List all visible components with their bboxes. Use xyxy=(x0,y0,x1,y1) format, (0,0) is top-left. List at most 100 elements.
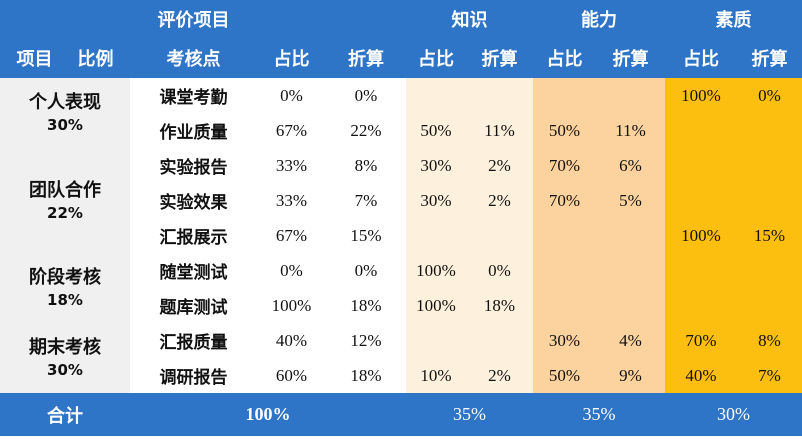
general-conversion: 0% xyxy=(326,253,406,288)
general-share: 0% xyxy=(257,253,326,288)
knowledge-share: 100% xyxy=(406,253,466,288)
knowledge-conversion xyxy=(466,218,533,253)
knowledge-conversion: 2% xyxy=(466,358,533,393)
table-row: 个人表现 30% 课堂考勤 0% 0% 100% 0% xyxy=(0,78,802,148)
ability-share xyxy=(533,218,596,253)
quality-share xyxy=(665,253,737,288)
project-percent: 30% xyxy=(47,361,83,379)
assessment-point: 实验报告 xyxy=(130,148,257,183)
general-share: 67% xyxy=(257,113,326,148)
knowledge-conversion: 0% xyxy=(466,253,533,288)
total-quality: 30% xyxy=(665,393,802,436)
knowledge-conversion: 2% xyxy=(466,183,533,218)
quality-share xyxy=(665,288,737,323)
knowledge-share: 100% xyxy=(406,288,466,323)
ability-conversion: 6% xyxy=(596,148,665,183)
header-knowledge-share: 占比 xyxy=(406,38,466,78)
quality-conversion xyxy=(737,288,802,323)
quality-share: 100% xyxy=(665,218,737,253)
knowledge-share xyxy=(406,218,466,253)
header-knowledge-conversion: 折算 xyxy=(466,38,533,78)
ability-share xyxy=(533,78,596,113)
header-general-share: 占比 xyxy=(257,38,326,78)
project-cell: 期末考核 30% xyxy=(0,323,130,393)
quality-share: 70% xyxy=(665,323,737,358)
table-row: 实验效果 33% 7% 30% 2% 70% 5% xyxy=(0,183,802,218)
table-row: 题库测试 100% 18% 100% 18% xyxy=(0,288,802,323)
ability-share: 70% xyxy=(533,183,596,218)
quality-conversion xyxy=(737,113,802,148)
ability-conversion xyxy=(596,218,665,253)
total-knowledge: 35% xyxy=(406,393,533,436)
header-general-conversion: 折算 xyxy=(326,38,406,78)
ability-conversion xyxy=(596,288,665,323)
knowledge-conversion: 2% xyxy=(466,148,533,183)
project-percent: 22% xyxy=(47,203,83,222)
assessment-point: 汇报质量 xyxy=(130,323,257,358)
general-share: 100% xyxy=(257,288,326,323)
general-share: 33% xyxy=(257,183,326,218)
knowledge-share xyxy=(406,323,466,358)
general-share: 67% xyxy=(257,218,326,253)
total-ability: 35% xyxy=(533,393,665,436)
table-row: 阶段考核 18% 随堂测试 0% 0% 100% 0% xyxy=(0,253,802,323)
general-conversion: 22% xyxy=(326,113,406,148)
general-conversion: 0% xyxy=(326,78,406,113)
knowledge-share: 30% xyxy=(406,148,466,183)
project-name: 团队合作 xyxy=(29,179,101,201)
ability-conversion xyxy=(596,253,665,288)
general-conversion: 12% xyxy=(326,323,406,358)
total-label: 合计 xyxy=(0,393,130,436)
assessment-point: 随堂测试 xyxy=(130,253,257,288)
ability-share xyxy=(533,253,596,288)
table-row: 调研报告 60% 18% 10% 2% 50% 9% 40% 7% xyxy=(0,358,802,393)
project-name: 阶段考核 xyxy=(29,267,101,288)
header-ability-conversion: 折算 xyxy=(596,38,665,78)
knowledge-conversion xyxy=(466,323,533,358)
general-conversion: 18% xyxy=(326,358,406,393)
project-percent: 30% xyxy=(47,116,83,134)
ability-share: 30% xyxy=(533,323,596,358)
general-conversion: 8% xyxy=(326,148,406,183)
general-conversion: 7% xyxy=(326,183,406,218)
general-share: 40% xyxy=(257,323,326,358)
knowledge-conversion: 18% xyxy=(466,288,533,323)
assessment-point: 调研报告 xyxy=(130,358,257,393)
header-assessment-point: 考核点 xyxy=(130,38,257,78)
header-ability: 能力 xyxy=(533,0,665,38)
assessment-point: 题库测试 xyxy=(130,288,257,323)
general-share: 0% xyxy=(257,78,326,113)
project-name: 个人表现 xyxy=(29,92,101,113)
assessment-point: 作业质量 xyxy=(130,113,257,148)
header-project: 项目 xyxy=(16,49,53,70)
assessment-point: 实验效果 xyxy=(130,183,257,218)
quality-conversion xyxy=(737,148,802,183)
quality-conversion: 15% xyxy=(737,218,802,253)
table-row: 期末考核 30% 汇报质量 40% 12% 30% 4% 70% 8% xyxy=(0,323,802,393)
total-value: 100% xyxy=(130,393,406,436)
knowledge-conversion: 11% xyxy=(466,113,533,148)
knowledge-share: 10% xyxy=(406,358,466,393)
quality-share xyxy=(665,148,737,183)
table-row: 团队合作 22% 实验报告 33% 8% 30% 2% 70% 6% xyxy=(0,148,802,253)
header-ability-share: 占比 xyxy=(533,38,596,78)
header-ratio: 比例 xyxy=(77,49,114,70)
project-percent: 18% xyxy=(47,291,83,309)
table-row: 作业质量 67% 22% 50% 11% 50% 11% xyxy=(0,113,802,148)
header-blank-general-conv xyxy=(326,0,406,38)
header-blank-project xyxy=(0,0,130,38)
knowledge-conversion xyxy=(466,78,533,113)
ability-share: 50% xyxy=(533,358,596,393)
general-share: 33% xyxy=(257,148,326,183)
quality-share xyxy=(665,113,737,148)
knowledge-share: 30% xyxy=(406,183,466,218)
knowledge-share: 50% xyxy=(406,113,466,148)
quality-share: 40% xyxy=(665,358,737,393)
header-quality: 素质 xyxy=(665,0,802,38)
quality-conversion xyxy=(737,183,802,218)
assessment-point: 汇报展示 xyxy=(130,218,257,253)
ability-share: 70% xyxy=(533,148,596,183)
assessment-point: 课堂考勤 xyxy=(130,78,257,113)
